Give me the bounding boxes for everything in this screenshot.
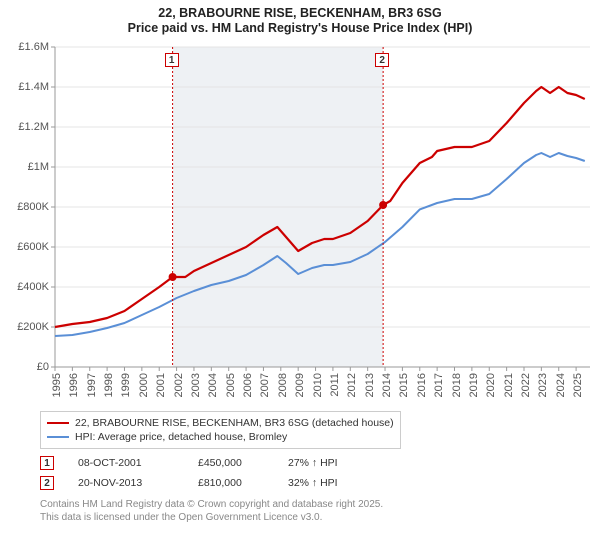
sale-marker-box-1: 1 [165, 53, 179, 67]
x-tick-label: 2023 [537, 373, 549, 403]
sales-row: 2 20-NOV-2013 £810,000 32% ↑ HPI [40, 473, 592, 493]
sale-dot-1 [169, 273, 177, 281]
x-tick-label: 2006 [242, 373, 254, 403]
chart-title-line1: 22, BRABOURNE RISE, BECKENHAM, BR3 6SG [0, 6, 600, 20]
x-tick-label: 2014 [381, 373, 393, 403]
sale-price: £450,000 [198, 457, 268, 469]
y-tick-label: £200K [0, 321, 49, 333]
y-tick-label: £1.2M [0, 121, 49, 133]
x-tick-label: 2020 [485, 373, 497, 403]
chart-markers-svg [0, 37, 600, 407]
sale-delta: 32% ↑ HPI [288, 477, 418, 489]
legend-box: 22, BRABOURNE RISE, BECKENHAM, BR3 6SG (… [40, 411, 401, 449]
x-tick-label: 2012 [346, 373, 358, 403]
sale-date: 08-OCT-2001 [78, 457, 178, 469]
x-tick-label: 2013 [364, 373, 376, 403]
x-tick-label: 1999 [120, 373, 132, 403]
x-tick-label: 2022 [520, 373, 532, 403]
chart-area: £0 £200K £400K £600K £800K £1M £1.2M £1.4M £1.6M… [0, 37, 600, 407]
x-tick-label: 2001 [155, 373, 167, 403]
x-tick-label: 2005 [225, 373, 237, 403]
sale-badge: 2 [40, 476, 54, 490]
x-tick-label: 2016 [416, 373, 428, 403]
sales-table: 1 08-OCT-2001 £450,000 27% ↑ HPI 2 20-NOV-201… [40, 453, 592, 493]
x-tick-label: 1996 [68, 373, 80, 403]
x-tick-label: 2015 [398, 373, 410, 403]
x-tick-label: 1997 [86, 373, 98, 403]
x-tick-label: 2025 [572, 373, 584, 403]
legend-swatch [47, 422, 69, 425]
x-tick-label: 2011 [329, 373, 341, 403]
x-tick-label: 2017 [433, 373, 445, 403]
y-tick-label: £1M [0, 161, 49, 173]
legend-row: HPI: Average price, detached house, Brom… [47, 430, 394, 444]
sale-marker-box-2: 2 [375, 53, 389, 67]
chart-title-line2: Price paid vs. HM Land Registry's House … [0, 21, 600, 35]
y-tick-label: £400K [0, 281, 49, 293]
x-tick-label: 2003 [190, 373, 202, 403]
x-tick-label: 2019 [468, 373, 480, 403]
sales-row: 1 08-OCT-2001 £450,000 27% ↑ HPI [40, 453, 592, 473]
sale-badge: 1 [40, 456, 54, 470]
legend-row: 22, BRABOURNE RISE, BECKENHAM, BR3 6SG (… [47, 416, 394, 430]
x-tick-label: 2010 [312, 373, 324, 403]
legend-label: HPI: Average price, detached house, Brom… [75, 431, 287, 443]
legend-label: 22, BRABOURNE RISE, BECKENHAM, BR3 6SG (… [75, 417, 394, 429]
x-tick-label: 2007 [259, 373, 271, 403]
x-tick-label: 2021 [503, 373, 515, 403]
x-tick-label: 2002 [173, 373, 185, 403]
y-tick-label: £1.4M [0, 81, 49, 93]
attribution-line2: This data is licensed under the Open Gov… [40, 512, 592, 525]
y-tick-label: £600K [0, 241, 49, 253]
x-tick-label: 2000 [138, 373, 150, 403]
attribution-line1: Contains HM Land Registry data © Crown c… [40, 499, 592, 512]
x-tick-label: 2018 [451, 373, 463, 403]
chart-title-block: 22, BRABOURNE RISE, BECKENHAM, BR3 6SG P… [0, 0, 600, 37]
x-tick-label: 2004 [207, 373, 219, 403]
y-tick-label: £1.6M [0, 41, 49, 53]
x-tick-label: 1995 [51, 373, 63, 403]
x-tick-label: 2009 [294, 373, 306, 403]
sale-dot-2 [379, 201, 387, 209]
legend-swatch [47, 436, 69, 439]
sale-date: 20-NOV-2013 [78, 477, 178, 489]
y-tick-label: £0 [0, 361, 49, 373]
sale-delta: 27% ↑ HPI [288, 457, 418, 469]
x-tick-label: 2008 [277, 373, 289, 403]
attribution-block: Contains HM Land Registry data © Crown c… [40, 499, 592, 524]
x-tick-label: 1998 [103, 373, 115, 403]
y-tick-label: £800K [0, 201, 49, 213]
x-tick-label: 2024 [555, 373, 567, 403]
sale-price: £810,000 [198, 477, 268, 489]
